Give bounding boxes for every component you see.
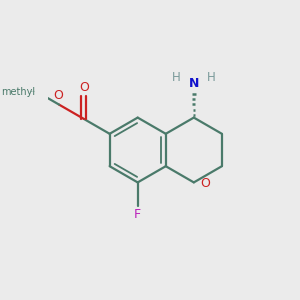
Text: O: O xyxy=(79,81,89,94)
Text: methyl: methyl xyxy=(31,91,36,92)
Text: O: O xyxy=(54,89,64,102)
Text: F: F xyxy=(134,208,141,221)
Text: H: H xyxy=(172,71,180,84)
Text: O: O xyxy=(200,177,210,190)
Text: methyl: methyl xyxy=(36,91,40,92)
Text: H: H xyxy=(207,71,216,84)
Text: N: N xyxy=(189,77,199,90)
Text: methyl: methyl xyxy=(1,87,35,97)
